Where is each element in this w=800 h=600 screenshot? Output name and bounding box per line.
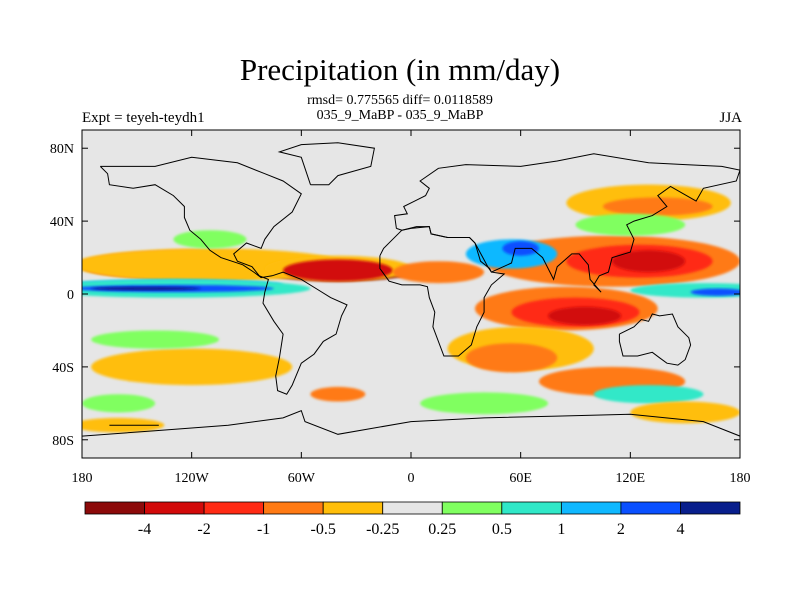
precip-field-35 — [173, 230, 247, 249]
colorbar-label-9: 4 — [676, 521, 684, 538]
y-tick-label-3: 40S — [52, 361, 74, 376]
colorbar-swatch-0 — [84, 501, 145, 515]
precip-field-32 — [82, 394, 156, 413]
x-tick-label-5: 120E — [616, 471, 646, 486]
coastline-4 — [277, 142, 375, 186]
season-label: JJA — [719, 110, 742, 126]
colorbar-swatch-9 — [620, 501, 681, 515]
colorbar-label-2: -1 — [257, 521, 270, 538]
precip-field-9 — [612, 250, 686, 273]
coastline-5 — [82, 409, 740, 437]
x-axis: 180 120W 60W 0 60E 120E 180 — [72, 130, 751, 486]
precip-field-5 — [283, 259, 393, 282]
colorbar-label-1: -2 — [197, 521, 210, 538]
y-tick-label-2: 0 — [67, 288, 74, 303]
colorbar-label-6: 0.5 — [492, 521, 512, 538]
x-tick-label-2: 60W — [288, 471, 316, 486]
precip-field-30 — [420, 392, 549, 415]
precip-field-6 — [392, 261, 485, 284]
colorbar-swatch-7 — [501, 501, 562, 515]
colorbar-label-8: 2 — [617, 521, 625, 538]
coastline-2 — [379, 226, 506, 357]
stats-line: rmsd= 0.775565 diff= 0.0118589 — [307, 93, 493, 108]
y-tick-label-4: 80S — [52, 434, 74, 449]
colorbar-label-4: -0.25 — [366, 521, 399, 538]
colorbar-swatch-5 — [382, 501, 443, 515]
precip-field-34 — [310, 386, 366, 402]
precip-field-13 — [91, 286, 201, 291]
x-tick-label-0: 180 — [72, 471, 93, 486]
x-tick-label-3: 0 — [408, 471, 415, 486]
x-tick-label-1: 120W — [175, 471, 210, 486]
experiment-label: Expt = teyeh-teydh1 — [82, 110, 205, 126]
precip-field-20 — [548, 306, 622, 325]
precip-field-26 — [91, 348, 293, 386]
precipitation-field-layer — [82, 184, 740, 433]
colorbar-label-7: 1 — [557, 521, 565, 538]
colorbar-swatch-3 — [263, 501, 324, 515]
coastline-0 — [99, 156, 348, 395]
y-tick-label-1: 40N — [50, 215, 74, 230]
colorbar-swatch-1 — [144, 501, 205, 515]
stats-block: rmsd= 0.775565 diff= 0.0118589 035_9_MaB… — [0, 93, 800, 123]
chart-title: Precipitation (in mm/day) — [239, 52, 561, 87]
y-axis: 80N 40N 0 40S 80S — [50, 142, 740, 449]
y-tick-label-0: 80N — [50, 142, 74, 157]
precip-field-33 — [630, 401, 740, 424]
coastline-layer — [82, 142, 740, 437]
colorbar-swatch-4 — [322, 501, 384, 515]
colorbar-swatch-8 — [560, 501, 622, 515]
precip-field-15 — [690, 288, 740, 296]
precip-field-24 — [602, 197, 713, 216]
coastline-1 — [394, 153, 740, 293]
colorbar: -4 -2 -1 -0.5 -0.25 0.25 0.5 1 2 4 — [84, 501, 741, 538]
colorbar-swatch-2 — [203, 501, 265, 515]
chart-subtitle: 035_9_MaBP - 035_9_MaBP — [316, 108, 484, 123]
colorbar-label-3: -0.5 — [311, 521, 336, 538]
precip-field-29 — [593, 385, 704, 404]
x-tick-label-6: 180 — [730, 471, 751, 486]
colorbar-swatch-10 — [680, 501, 741, 515]
precip-field-22 — [465, 343, 558, 373]
precip-field-25 — [575, 213, 686, 236]
colorbar-swatch-6 — [441, 501, 503, 515]
coastline-3 — [618, 313, 692, 366]
x-tick-label-4: 60E — [509, 471, 532, 486]
precip-field-27 — [91, 330, 220, 349]
colorbar-label-0: -4 — [138, 521, 151, 538]
colorbar-label-5: 0.25 — [428, 521, 456, 538]
